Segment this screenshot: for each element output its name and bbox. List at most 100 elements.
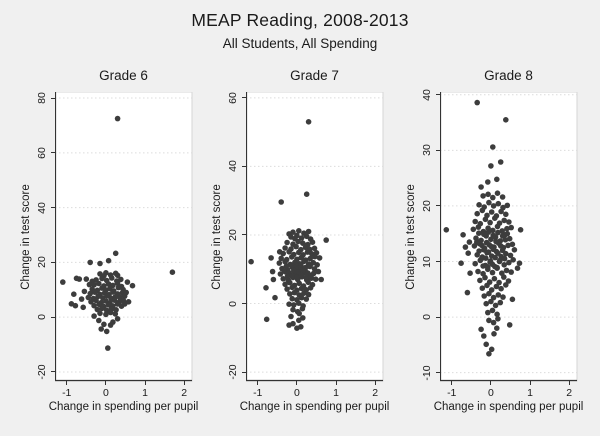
data-point xyxy=(81,288,88,295)
data-point xyxy=(303,274,310,281)
data-point xyxy=(305,228,312,235)
data-point xyxy=(288,313,294,320)
x-tick-mark xyxy=(66,381,68,385)
y-tick-label: 20 xyxy=(421,200,433,212)
data-point xyxy=(505,242,511,249)
data-point xyxy=(472,260,478,267)
data-point xyxy=(495,200,502,207)
data-point xyxy=(307,285,314,291)
data-point xyxy=(110,319,116,325)
data-point xyxy=(497,299,504,306)
data-point xyxy=(488,209,495,215)
x-tick-label: 1 xyxy=(142,387,148,399)
data-point xyxy=(485,179,491,185)
data-point xyxy=(291,267,297,274)
data-point xyxy=(475,224,482,230)
data-point xyxy=(304,249,311,255)
data-point xyxy=(465,250,471,256)
data-point xyxy=(474,210,480,217)
data-point xyxy=(276,260,283,266)
data-point xyxy=(485,249,492,255)
data-point xyxy=(479,207,486,214)
y-tick-label: 40 xyxy=(421,88,433,101)
data-point xyxy=(494,311,500,318)
data-point xyxy=(288,262,295,269)
data-point xyxy=(460,232,466,238)
data-point xyxy=(112,311,119,317)
data-point xyxy=(78,296,85,302)
data-point xyxy=(483,255,489,261)
data-point xyxy=(296,249,302,256)
x-tick-label: 2 xyxy=(566,387,573,399)
data-point xyxy=(72,302,79,309)
data-point xyxy=(476,248,482,254)
y-tick-mark xyxy=(436,372,440,374)
data-point xyxy=(443,227,450,233)
x-tick-label: -1 xyxy=(447,387,457,399)
axis-line xyxy=(246,92,383,382)
data-point xyxy=(105,257,112,264)
y-tick-mark xyxy=(51,261,55,263)
data-point xyxy=(494,223,501,230)
data-point xyxy=(300,268,306,274)
data-point xyxy=(508,224,514,231)
data-point xyxy=(497,243,504,249)
data-point xyxy=(484,282,490,289)
data-point xyxy=(505,278,512,284)
axis-line xyxy=(55,92,192,382)
data-point xyxy=(96,280,102,287)
data-point xyxy=(486,317,492,324)
x-tick-mark xyxy=(529,381,531,385)
data-point xyxy=(114,115,121,122)
data-point xyxy=(298,285,305,292)
x-tick-label: 2 xyxy=(372,387,379,399)
data-point xyxy=(305,279,311,286)
data-point xyxy=(121,293,128,299)
data-point xyxy=(294,274,300,280)
data-point xyxy=(291,289,298,296)
data-point xyxy=(500,294,506,300)
data-point xyxy=(300,240,306,246)
x-tick-mark xyxy=(144,381,146,385)
data-point xyxy=(99,305,105,312)
data-point xyxy=(488,163,494,169)
data-point xyxy=(169,269,176,275)
data-point xyxy=(280,276,286,282)
data-point xyxy=(311,245,318,252)
data-point xyxy=(307,263,313,269)
x-tick-label: 0 xyxy=(102,387,109,399)
y-tick-label: 0 xyxy=(227,300,239,307)
data-point xyxy=(485,229,492,235)
data-point xyxy=(87,259,93,266)
data-point xyxy=(263,316,270,323)
data-point xyxy=(309,239,316,245)
data-point xyxy=(103,311,109,318)
x-axis-title: Change in spending per pupil xyxy=(239,401,390,413)
axis-line xyxy=(440,92,577,382)
y-tick-label: 40 xyxy=(227,160,239,173)
data-point xyxy=(283,263,290,269)
data-point xyxy=(495,250,501,256)
data-point xyxy=(281,268,288,275)
data-point xyxy=(494,190,501,196)
data-point xyxy=(105,302,112,308)
data-point xyxy=(293,243,299,250)
data-point xyxy=(303,296,310,302)
data-point xyxy=(282,245,288,251)
data-point xyxy=(289,295,295,302)
y-tick-mark xyxy=(242,303,246,305)
data-point xyxy=(495,229,501,236)
data-point xyxy=(481,293,487,299)
data-point xyxy=(298,262,304,268)
y-tick-mark xyxy=(51,152,55,154)
data-point xyxy=(501,274,507,280)
data-point xyxy=(490,227,496,234)
data-point xyxy=(323,237,329,243)
data-point xyxy=(489,307,496,314)
y-tick-label: 0 xyxy=(421,314,433,320)
data-point xyxy=(300,315,306,321)
data-point xyxy=(277,271,284,277)
data-point xyxy=(492,215,498,221)
data-point xyxy=(516,260,523,266)
